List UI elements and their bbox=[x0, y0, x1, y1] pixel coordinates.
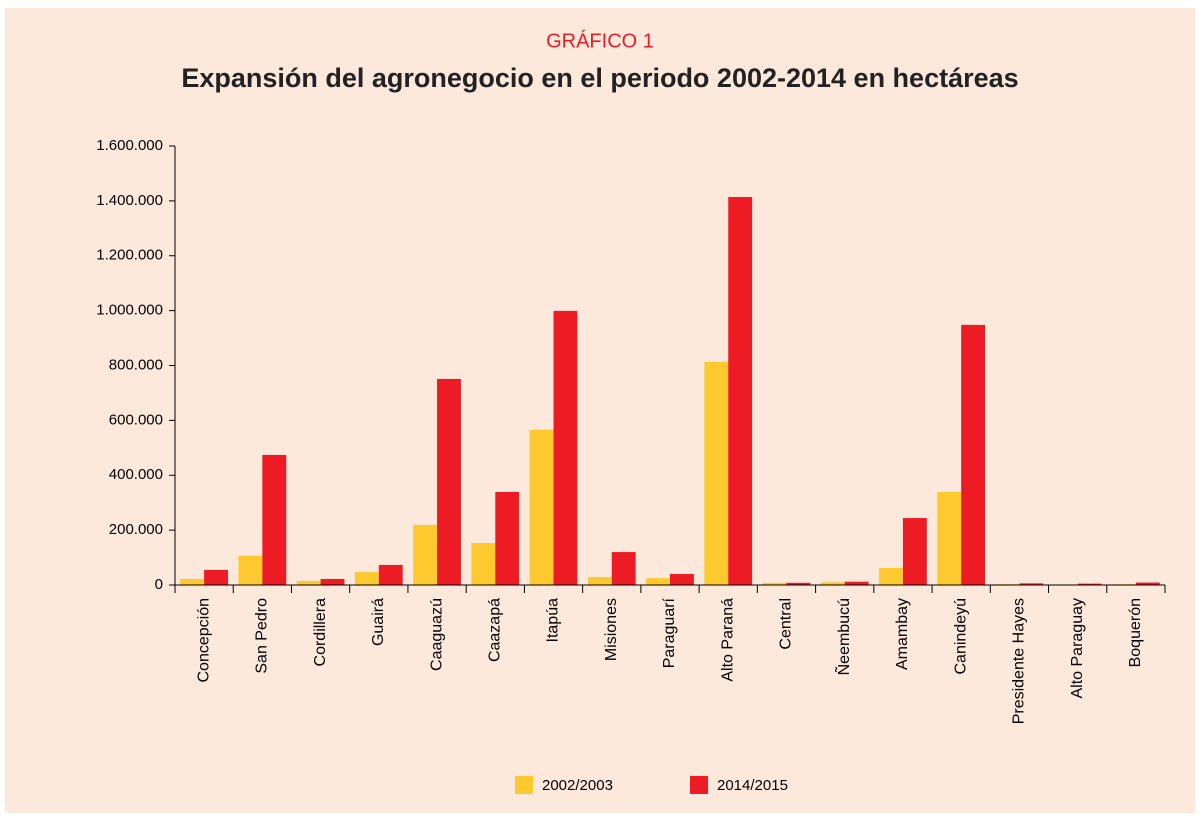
x-tick-label: Alto Paraguay bbox=[1069, 598, 1086, 699]
y-tick-label: 1.600.000 bbox=[96, 137, 163, 154]
y-tick-label: 400.000 bbox=[109, 466, 163, 483]
bar bbox=[786, 582, 811, 585]
x-tick-label: Caazapá bbox=[487, 598, 504, 662]
y-tick-label: 0 bbox=[155, 576, 163, 593]
chart-title: Expansión del agronegocio en el periodo … bbox=[181, 63, 1018, 93]
y-tick-label: 200.000 bbox=[109, 521, 163, 538]
y-tick-label: 800.000 bbox=[109, 356, 163, 373]
x-tick-label: Boquerón bbox=[1127, 598, 1144, 667]
bar bbox=[238, 555, 263, 585]
bar bbox=[1135, 582, 1160, 585]
bar bbox=[471, 543, 496, 585]
x-tick-label: Paraguarí bbox=[661, 597, 678, 668]
bar bbox=[204, 569, 228, 585]
bar bbox=[937, 491, 962, 585]
bar bbox=[320, 578, 345, 585]
y-tick-label: 1.400.000 bbox=[96, 192, 163, 209]
legend-label: 2002/2003 bbox=[542, 777, 613, 794]
x-tick-label: Concepción bbox=[195, 598, 212, 683]
x-tick-label: Amambay bbox=[894, 598, 911, 670]
bar bbox=[961, 324, 986, 585]
x-tick-label: Itapúa bbox=[545, 598, 562, 643]
bar bbox=[262, 454, 287, 585]
x-tick-label: Presidente Hayes bbox=[1011, 598, 1028, 724]
bar bbox=[413, 524, 438, 585]
y-tick-label: 600.000 bbox=[109, 411, 163, 428]
bar bbox=[553, 310, 578, 585]
bar bbox=[902, 518, 927, 585]
bar bbox=[879, 567, 903, 585]
bar bbox=[180, 578, 205, 585]
y-tick-label: 1.000.000 bbox=[96, 302, 163, 319]
legend-swatch bbox=[515, 776, 533, 794]
bar bbox=[1077, 583, 1102, 585]
legend-label: 2014/2015 bbox=[717, 777, 788, 794]
bar bbox=[646, 578, 670, 585]
bar bbox=[762, 582, 787, 585]
bar bbox=[704, 361, 729, 585]
bar bbox=[437, 378, 461, 585]
x-tick-label: Ñeembucú bbox=[833, 598, 853, 675]
bar bbox=[296, 580, 321, 585]
x-tick-label: Misiones bbox=[603, 598, 620, 661]
legend-swatch bbox=[690, 776, 708, 794]
y-tick-label: 1.200.000 bbox=[96, 247, 163, 264]
bar bbox=[378, 564, 403, 585]
chart-subtitle: GRÁFICO 1 bbox=[546, 29, 654, 52]
bar bbox=[587, 577, 612, 585]
x-tick-label: Caaguazú bbox=[428, 598, 445, 671]
bar bbox=[529, 429, 554, 585]
bar bbox=[728, 197, 753, 585]
x-tick-label: San Pedro bbox=[254, 598, 271, 674]
x-tick-label: Cordillera bbox=[312, 598, 329, 667]
bar bbox=[611, 552, 636, 585]
x-tick-label: Alto Paraná bbox=[719, 598, 736, 682]
bar bbox=[844, 581, 869, 585]
x-tick-label: Guairá bbox=[370, 598, 387, 646]
x-tick-label: Central bbox=[778, 598, 795, 650]
bar bbox=[820, 582, 845, 585]
bar bbox=[354, 572, 379, 585]
bar bbox=[670, 574, 694, 585]
bar bbox=[495, 491, 520, 585]
x-tick-label: Canindeyú bbox=[952, 598, 969, 675]
bar bbox=[1019, 583, 1044, 585]
background bbox=[5, 8, 1195, 813]
